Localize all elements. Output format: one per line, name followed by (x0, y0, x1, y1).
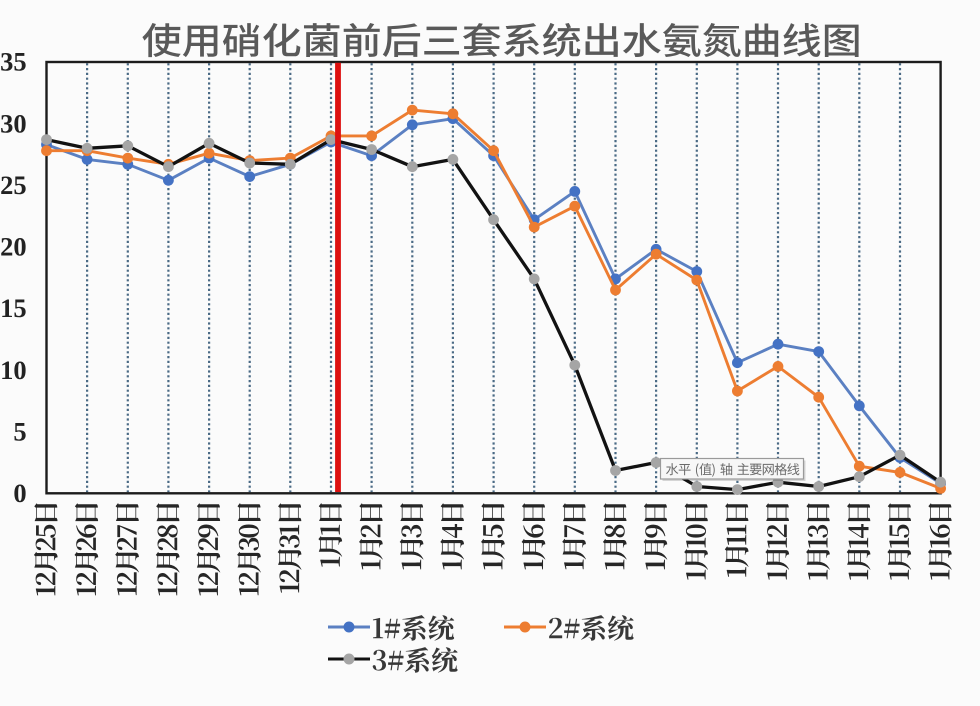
svg-text:25: 25 (0, 170, 27, 200)
svg-text:5: 5 (13, 416, 26, 446)
svg-text:35: 35 (0, 47, 27, 77)
svg-text:10: 10 (0, 355, 27, 385)
svg-text:30: 30 (0, 108, 27, 138)
svg-text:15: 15 (0, 293, 27, 323)
svg-text:0: 0 (13, 478, 26, 508)
svg-text:20: 20 (0, 232, 27, 262)
